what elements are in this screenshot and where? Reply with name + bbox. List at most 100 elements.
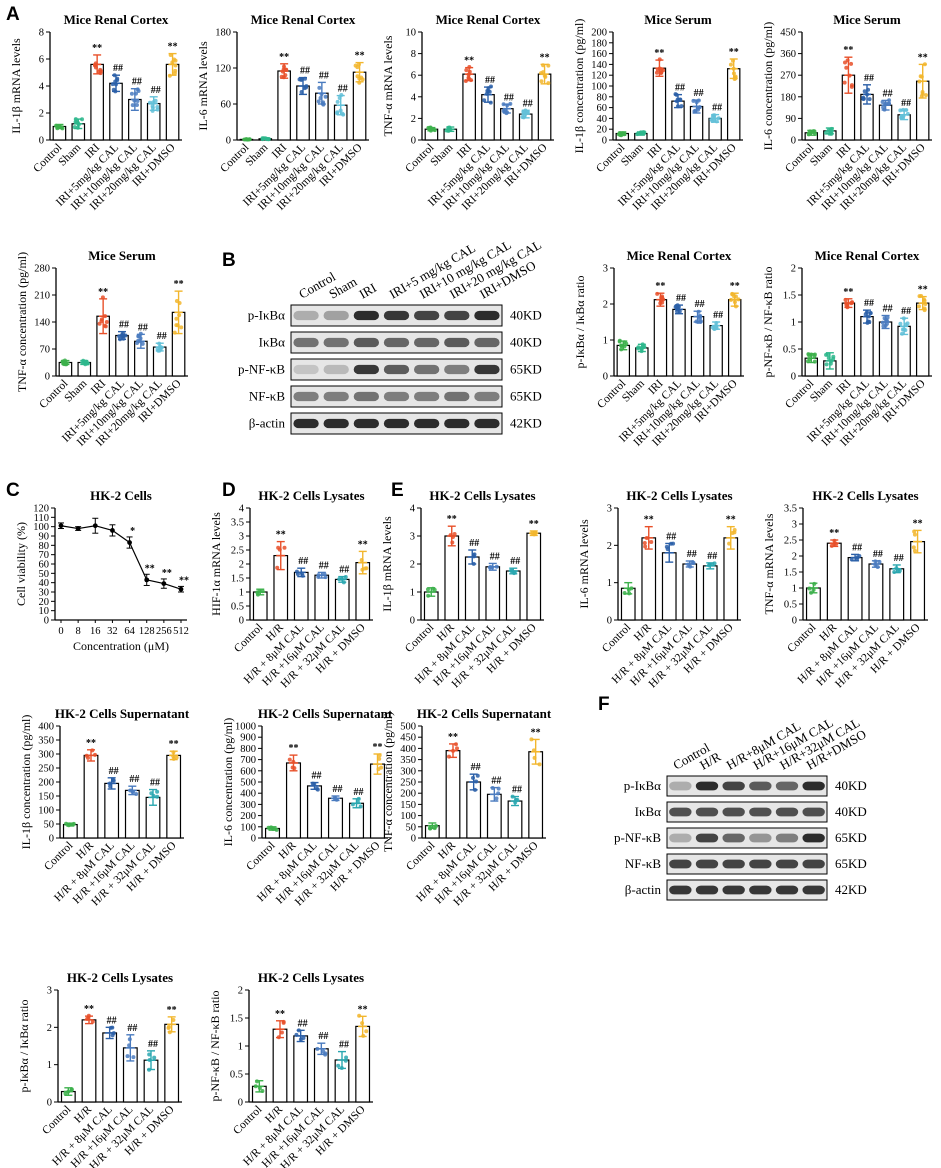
- y-tick-label: 100: [240, 822, 256, 833]
- blot-band: [474, 391, 500, 402]
- y-tick-label: 250: [400, 778, 416, 789]
- y-tick-label: 0: [49, 834, 54, 845]
- y-tick-label: 350: [38, 736, 54, 747]
- chart-a2: Mice Renal Cortex IL-6 mRNA levels 0 60 120 1…: [196, 12, 369, 213]
- panel-label-b: B: [222, 250, 236, 271]
- blot-strip: [666, 801, 828, 823]
- y-tick-label: 210: [34, 291, 50, 302]
- data-point: [275, 565, 280, 570]
- significance-mark: ##: [339, 1040, 349, 1051]
- significance-mark: ##: [485, 75, 495, 86]
- data-point: [464, 68, 469, 73]
- x-axis-label: Concentration (μM): [73, 639, 169, 653]
- data-point: [344, 1055, 349, 1060]
- data-point: [862, 89, 867, 94]
- significance-mark: ##: [864, 298, 874, 309]
- y-axis-label: TNF-α concentration (pg/ml): [381, 712, 395, 852]
- data-point: [152, 1055, 157, 1060]
- data-point: [131, 1055, 136, 1060]
- y-tick-label: 10: [406, 28, 417, 39]
- blot-band: [775, 807, 799, 817]
- y-tick-label: 0: [602, 136, 607, 147]
- bar: [868, 563, 884, 621]
- x-category-label: Control: [785, 622, 818, 655]
- data-point: [844, 65, 849, 70]
- y-tick-label: 250: [38, 764, 54, 775]
- y-tick-label: 300: [400, 766, 416, 777]
- data-point: [849, 61, 854, 66]
- bar: [507, 800, 523, 839]
- y-tick-label: 180: [591, 38, 607, 49]
- significance-mark: **: [167, 1005, 177, 1016]
- y-tick-label: 100: [591, 82, 607, 93]
- blot-band: [695, 833, 719, 843]
- data-point: [849, 83, 854, 88]
- y-tick-label: 2: [791, 264, 796, 275]
- data-point: [58, 523, 64, 529]
- data-point: [75, 526, 81, 531]
- significance-mark: **: [169, 739, 179, 750]
- y-tick-label: 0.5: [230, 1070, 243, 1081]
- y-tick-label: 90: [786, 114, 797, 125]
- chart-e8: HK-2 Cells Lysates p-NF-κB / NF-κB ratio 0…: [208, 970, 373, 1168]
- bar: [727, 299, 742, 377]
- significance-mark: **: [464, 56, 474, 67]
- y-tick-label: 900: [240, 733, 256, 744]
- y-tick-label: 0: [251, 834, 256, 845]
- bar: [83, 754, 99, 839]
- data-point: [649, 540, 654, 545]
- bar: [252, 591, 268, 621]
- bar: [102, 1032, 118, 1103]
- chart-title: HK-2 Cells Lysates: [429, 488, 535, 503]
- y-tick-label: 3.5: [231, 518, 244, 529]
- data-point: [129, 91, 134, 96]
- data-point: [155, 789, 160, 794]
- bar: [847, 556, 863, 621]
- blot-band: [669, 807, 692, 817]
- data-point: [336, 1063, 341, 1068]
- y-tick-label: 110: [34, 513, 49, 524]
- y-tick-label: 120: [215, 64, 231, 75]
- significance-mark: ##: [107, 1015, 117, 1026]
- blot-band: [669, 833, 692, 843]
- blot-kd-label: 65KD: [510, 389, 542, 404]
- significance-mark: **: [279, 52, 289, 63]
- y-tick-label: 3: [410, 532, 415, 543]
- blot-band: [293, 364, 319, 375]
- bar: [889, 568, 905, 621]
- data-point: [912, 548, 917, 553]
- data-point: [673, 304, 678, 309]
- y-tick-label: 80: [597, 92, 608, 103]
- significance-mark: **: [174, 279, 184, 290]
- blot-band: [413, 310, 440, 321]
- data-point: [482, 98, 487, 103]
- data-point: [125, 1054, 130, 1059]
- y-tick-label: 4: [239, 504, 245, 515]
- bar: [104, 782, 120, 839]
- blot-band: [323, 364, 349, 375]
- data-point: [824, 362, 829, 367]
- x-category-label: Control: [404, 840, 437, 873]
- y-tick-label: 40: [39, 578, 50, 589]
- significance-mark: ##: [354, 787, 364, 798]
- bar: [462, 73, 476, 141]
- bar: [915, 302, 930, 377]
- blot-band: [802, 833, 825, 843]
- y-tick-label: 2: [792, 552, 797, 563]
- chart-title: Mice Serum: [833, 12, 901, 27]
- blot-band: [444, 337, 470, 348]
- charts-layer: Mice Renal Cortex IL-1β mRNA levels 0 2 4 6 8 C…: [9, 12, 932, 1168]
- bar: [115, 334, 129, 377]
- significance-mark: ##: [113, 63, 123, 74]
- y-tick-label: 450: [400, 733, 416, 744]
- y-tick-label: 0: [603, 372, 608, 383]
- data-point: [842, 80, 847, 85]
- blot-strip: [666, 853, 828, 875]
- blot-kd-label: 65KD: [510, 362, 542, 377]
- significance-mark: ##: [300, 66, 310, 77]
- x-tick-label: 8: [76, 626, 81, 637]
- data-point: [173, 68, 178, 73]
- y-tick-label: 70: [40, 345, 51, 356]
- panel-label-e: E: [391, 480, 404, 501]
